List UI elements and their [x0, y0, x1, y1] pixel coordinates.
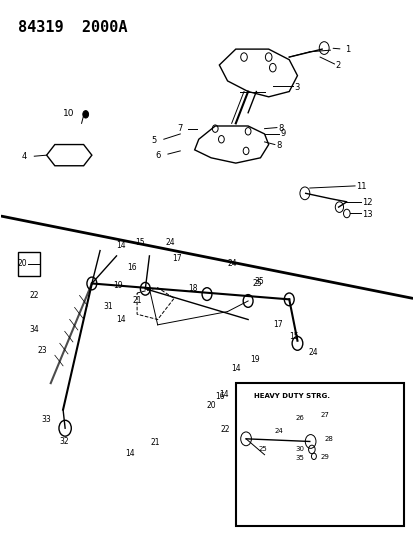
Text: 1: 1 [344, 45, 349, 54]
Text: 18: 18 [188, 284, 197, 293]
Text: 13: 13 [361, 210, 372, 219]
Text: 3: 3 [294, 83, 299, 92]
Text: 28: 28 [323, 436, 332, 442]
Text: 24: 24 [166, 238, 175, 247]
Text: 14: 14 [124, 449, 134, 458]
Text: 26: 26 [295, 415, 304, 421]
Text: 30: 30 [295, 447, 304, 453]
Text: 11: 11 [356, 182, 366, 191]
Text: 15: 15 [135, 238, 144, 247]
Text: 7: 7 [177, 124, 182, 133]
Text: 84319  2000A: 84319 2000A [18, 20, 127, 35]
Text: 14: 14 [116, 241, 126, 250]
Text: 9: 9 [280, 130, 285, 139]
Text: 31: 31 [103, 302, 113, 311]
Text: 24: 24 [227, 260, 237, 268]
Text: 22: 22 [220, 425, 229, 434]
Text: 21: 21 [150, 438, 159, 447]
Text: 23: 23 [38, 346, 47, 355]
Text: 27: 27 [319, 412, 328, 418]
Text: 25: 25 [252, 279, 261, 288]
Text: 24: 24 [308, 348, 318, 357]
Text: 32: 32 [59, 437, 69, 446]
Text: 19: 19 [113, 280, 123, 289]
Text: 34: 34 [29, 325, 39, 334]
Text: 6: 6 [155, 151, 161, 160]
Text: 20: 20 [17, 260, 26, 268]
Text: 19: 19 [249, 355, 259, 364]
Text: 5: 5 [151, 136, 157, 145]
Text: 17: 17 [272, 320, 282, 329]
Text: HEAVY DUTY STRG.: HEAVY DUTY STRG. [254, 393, 330, 399]
Text: 15: 15 [289, 332, 298, 341]
Circle shape [83, 111, 88, 118]
Text: 2: 2 [335, 61, 340, 69]
Text: 17: 17 [172, 254, 181, 263]
Text: 12: 12 [361, 198, 372, 207]
Bar [235, 383, 404, 526]
Text: 10: 10 [63, 109, 74, 118]
Text: 35: 35 [295, 455, 304, 462]
Text: 33: 33 [42, 415, 51, 424]
Bar [18, 252, 40, 276]
Text: 16: 16 [126, 263, 136, 272]
Text: 24: 24 [274, 428, 283, 434]
Text: 8: 8 [278, 124, 283, 133]
Text: 22: 22 [29, 291, 39, 300]
Text: 14: 14 [219, 390, 228, 399]
Text: 16: 16 [215, 392, 224, 401]
Text: 14: 14 [116, 315, 126, 324]
Text: 20: 20 [206, 401, 216, 410]
Text: 29: 29 [319, 454, 328, 461]
Text: 21: 21 [133, 296, 142, 305]
Text: 25: 25 [258, 447, 266, 453]
Text: 14: 14 [231, 364, 241, 373]
Text: 4: 4 [22, 152, 27, 161]
Text: 35: 35 [254, 277, 263, 286]
Text: 8: 8 [275, 141, 281, 150]
